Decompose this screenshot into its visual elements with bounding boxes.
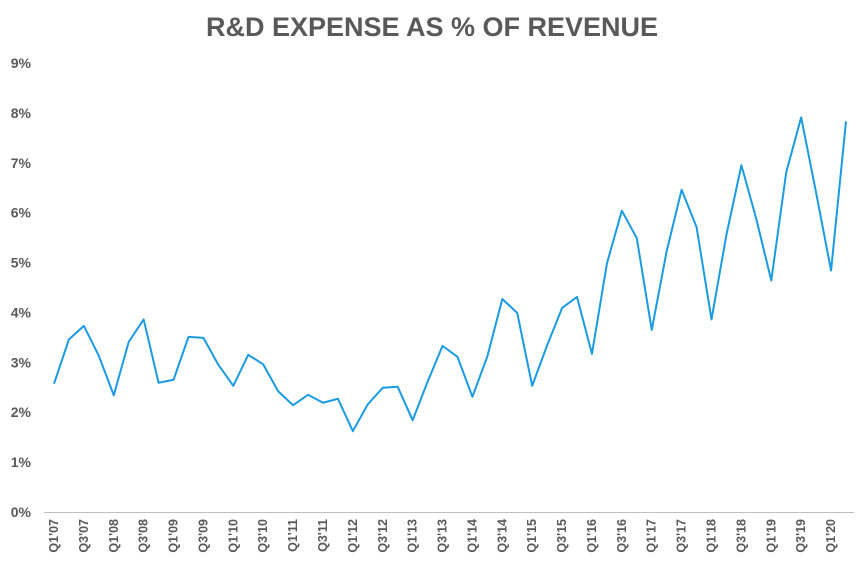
x-tick-label: Q3'10 (256, 519, 270, 553)
x-tick-label: Q1'13 (406, 519, 420, 553)
x-tick-label: Q1'15 (525, 519, 539, 553)
x-tick-label: Q1'20 (824, 519, 838, 553)
x-tick-label: Q3'08 (137, 519, 151, 553)
y-tick-label: 0% (11, 504, 32, 520)
x-tick-label: Q3'16 (615, 519, 629, 553)
x-tick-label: Q3'14 (495, 519, 509, 553)
x-tick-label: Q3'12 (376, 519, 390, 553)
y-tick-label: 2% (11, 404, 32, 420)
x-tick-label: Q3'07 (77, 519, 91, 553)
x-tick-label: Q1'11 (286, 519, 300, 552)
y-tick-label: 1% (11, 454, 32, 470)
x-tick-label: Q3'18 (734, 519, 748, 553)
x-tick-label: Q1'17 (645, 519, 659, 553)
x-tick-label: Q3'11 (316, 519, 330, 552)
x-tick-label: Q1'19 (764, 519, 778, 553)
y-tick-label: 5% (11, 255, 32, 271)
y-tick-label: 8% (11, 105, 32, 121)
x-tick-label: Q1'14 (465, 519, 479, 553)
x-tick-label: Q1'09 (167, 519, 181, 553)
x-tick-label: Q1'08 (107, 519, 121, 553)
x-tick-label: Q1'16 (585, 519, 599, 553)
y-tick-label: 3% (11, 354, 32, 370)
y-tick-label: 7% (11, 155, 32, 171)
y-tick-label: 4% (11, 304, 32, 320)
x-tick-label: Q3'09 (196, 519, 210, 553)
x-tick-label: Q1'12 (346, 519, 360, 553)
chart-title: R&D EXPENSE AS % OF REVENUE (206, 12, 658, 42)
x-tick-label: Q1'18 (705, 519, 719, 553)
x-tick-label: Q1'07 (47, 519, 61, 553)
y-axis: 0% 1% 2% 3% 4% 5% 6% 7% 8% 9% (11, 55, 32, 520)
x-axis: Q1'07 Q3'07 Q1'08 Q3'08 Q1'09 Q3'09 Q1'10 Q3'10… (47, 519, 838, 553)
y-tick-label: 9% (11, 55, 32, 71)
x-tick-label: Q1'10 (226, 519, 240, 553)
data-points (53, 116, 847, 432)
x-tick-label: Q3'19 (794, 519, 808, 553)
x-tick-label: Q3'13 (436, 519, 450, 553)
x-tick-label: Q3'15 (555, 519, 569, 553)
x-tick-label: Q3'17 (675, 519, 689, 553)
y-tick-label: 6% (11, 205, 32, 221)
series-line (53, 116, 847, 433)
